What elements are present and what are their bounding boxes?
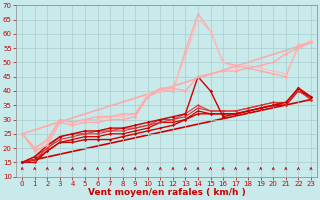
X-axis label: Vent moyen/en rafales ( km/h ): Vent moyen/en rafales ( km/h ) <box>88 188 245 197</box>
